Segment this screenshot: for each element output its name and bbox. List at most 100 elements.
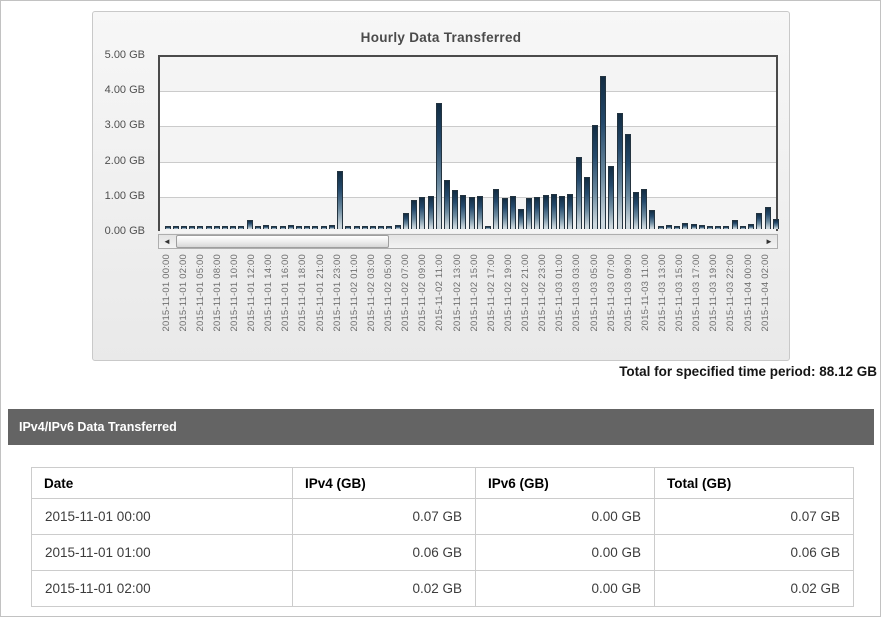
y-tick-label: 5.00 GB [104, 49, 145, 61]
date-cell: 2015-11-01 02:00 [31, 570, 293, 607]
bar [345, 226, 352, 229]
bar [707, 226, 714, 229]
bar [271, 226, 278, 229]
bar [624, 134, 631, 229]
gridline-band [160, 57, 776, 93]
bar [296, 225, 303, 229]
x-tick-label: 2015-11-01 16:00 [280, 254, 292, 332]
scroll-right-button[interactable]: ► [761, 235, 777, 248]
bar [279, 225, 286, 229]
table-header-cell: Total (GB) [654, 467, 854, 499]
table-row: 2015-11-01 01:00 0.06 GB 0.00 GB 0.06 GB [31, 534, 854, 571]
bar [723, 226, 730, 229]
bar [320, 226, 327, 229]
bar [189, 226, 196, 229]
scroll-left-button[interactable]: ◄ [159, 235, 175, 248]
x-tick-label: 2015-11-03 15:00 [674, 254, 686, 332]
x-tick-label: 2015-11-02 17:00 [485, 254, 497, 332]
bar [263, 224, 270, 229]
value-cell: 0.00 GB [475, 570, 655, 607]
chart-scrollbar-track[interactable]: ◄ ► [158, 234, 778, 249]
bar [180, 226, 187, 229]
bar [254, 226, 261, 229]
y-tick-label: 4.00 GB [104, 84, 145, 97]
transfer-table-wrap: Date IPv4 (GB) IPv6 (GB) Total (GB) 2015-11… [31, 467, 854, 607]
gridline-band [160, 92, 776, 128]
bar [361, 226, 368, 229]
x-tick-label: 2015-11-01 02:00 [177, 254, 189, 332]
bar [230, 226, 237, 229]
chart-title: Hourly Data Transferred [360, 30, 522, 45]
value-cell: 0.06 GB [292, 534, 476, 571]
x-tick-label: 2015-11-02 03:00 [365, 254, 377, 332]
bar [419, 197, 426, 229]
x-tick-label: 2015-11-02 13:00 [451, 254, 463, 332]
date-cell: 2015-11-01 01:00 [31, 534, 293, 571]
bar [370, 226, 376, 229]
bar [460, 194, 467, 229]
bar [674, 226, 681, 229]
value-cell: 0.02 GB [292, 570, 476, 607]
bar [353, 226, 360, 229]
x-tick-label: 2015-11-02 01:00 [348, 254, 360, 332]
scrollbar-thumb[interactable] [176, 235, 389, 248]
x-tick-label: 2015-11-03 09:00 [622, 254, 634, 332]
bar [378, 226, 385, 229]
bar [567, 194, 574, 229]
hourly-chart-panel: Hourly Data Transferred 0.00 GB 1.00 GB 2.… [92, 11, 790, 361]
bar [452, 189, 459, 229]
x-tick-label: 2015-11-04 02:00 [759, 254, 771, 332]
bar [476, 196, 483, 229]
scroll-right-icon: ► [765, 237, 773, 246]
bar [690, 224, 697, 229]
bar [172, 225, 179, 229]
x-tick-label: 2015-11-03 03:00 [571, 254, 583, 332]
bar [591, 125, 598, 229]
bar [164, 225, 171, 229]
x-tick-label: 2015-11-03 19:00 [708, 254, 720, 332]
x-tick-label: 2015-11-03 01:00 [554, 254, 566, 332]
period-total: Total for specified time period: 88.12 G… [619, 364, 877, 379]
bar [328, 224, 335, 229]
bar [682, 223, 689, 229]
bar [665, 224, 672, 229]
table-row: 2015-11-01 02:00 0.02 GB 0.00 GB 0.02 GB [31, 570, 854, 607]
bar [764, 207, 771, 229]
x-tick-label: 2015-11-02 11:00 [434, 254, 446, 331]
bar [435, 103, 442, 229]
bar [542, 195, 549, 229]
x-tick-label: 2015-11-02 23:00 [537, 254, 549, 332]
x-tick-label: 2015-11-03 05:00 [588, 254, 600, 332]
x-tick-label: 2015-11-03 22:00 [725, 254, 737, 332]
y-tick-label: 0.00 GB [104, 225, 145, 237]
table-row: 2015-11-01 00:00 0.07 GB 0.00 GB 0.07 GB [31, 498, 854, 535]
bar [657, 225, 664, 229]
x-tick-label: 2015-11-03 11:00 [639, 254, 651, 331]
bar [222, 226, 229, 229]
x-tick-label: 2015-11-02 19:00 [502, 254, 514, 332]
bar [411, 199, 418, 229]
bar [213, 226, 220, 229]
value-cell: 0.02 GB [654, 570, 854, 607]
transfer-table: Date IPv4 (GB) IPv6 (GB) Total (GB) 2015-11… [31, 467, 854, 607]
bar [427, 196, 434, 229]
bar [197, 226, 204, 229]
x-tick-label: 2015-11-02 09:00 [417, 254, 429, 332]
table-header-row: Date IPv4 (GB) IPv6 (GB) Total (GB) [31, 467, 854, 499]
value-cell: 0.07 GB [292, 498, 476, 535]
x-axis: 2015-11-01 00:00 2015-11-01 02:00 2015-11-… [158, 254, 783, 360]
x-tick-label: 2015-11-01 00:00 [160, 254, 172, 332]
bar [304, 226, 311, 229]
x-tick-label: 2015-11-04 00:00 [742, 254, 754, 332]
bar [633, 191, 640, 229]
x-tick-label: 2015-11-01 12:00 [246, 254, 258, 332]
bar [772, 219, 779, 229]
y-tick-label: 1.00 GB [104, 189, 145, 202]
bar [731, 220, 738, 229]
bar [756, 212, 763, 229]
plot-area [158, 55, 779, 233]
bar [509, 196, 516, 229]
bar [698, 224, 705, 229]
bar [246, 220, 253, 229]
x-tick-label: 2015-11-03 17:00 [691, 254, 703, 332]
